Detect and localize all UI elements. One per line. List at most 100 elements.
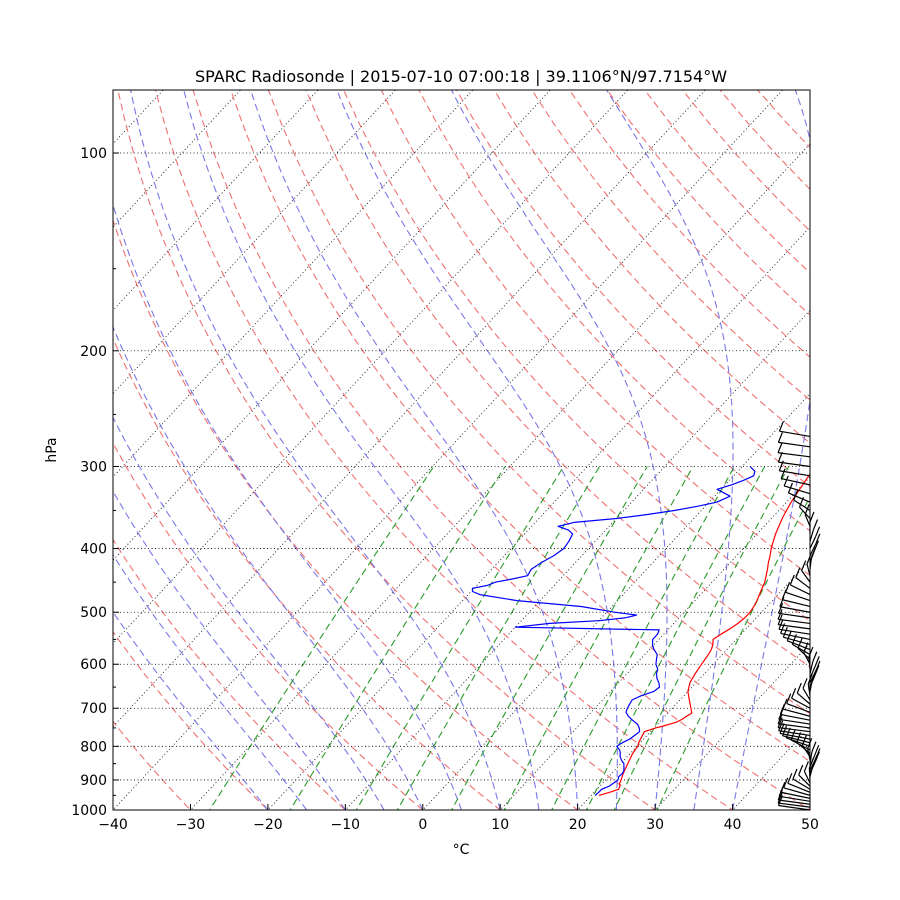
wind-barb-flag bbox=[777, 432, 783, 443]
dry-adiabat-line bbox=[113, 441, 424, 810]
dry-adiabat-line bbox=[113, 337, 502, 810]
wind-barb-staff bbox=[778, 461, 811, 468]
wind-barb-flag bbox=[798, 764, 804, 776]
wind-barb-staff bbox=[802, 688, 811, 701]
wind-barb-staff bbox=[778, 618, 811, 625]
y-tick-label: 900 bbox=[80, 773, 107, 789]
y-tick-label: 200 bbox=[80, 344, 107, 360]
moist-adiabat-line bbox=[113, 416, 385, 810]
x-tick-label: −30 bbox=[176, 817, 206, 833]
dry-adiabat-line bbox=[192, 90, 810, 810]
wind-barb-flag bbox=[801, 560, 807, 571]
x-tick-label: 50 bbox=[801, 817, 819, 833]
moist-adiabat-line bbox=[336, 90, 618, 810]
wind-barb-staff bbox=[801, 570, 811, 583]
moist-adiabat-line bbox=[605, 90, 734, 810]
wind-barb-staff bbox=[781, 599, 811, 608]
x-tick-label: −10 bbox=[331, 817, 361, 833]
moist-adiabat-line bbox=[113, 553, 308, 810]
moist-adiabat-line bbox=[113, 325, 424, 810]
mixing-ratio-line bbox=[551, 466, 735, 810]
dry-adiabat-line bbox=[418, 90, 810, 532]
wind-barb-flag bbox=[787, 773, 793, 784]
wind-barb-staff bbox=[781, 477, 811, 486]
wind-barb-flag bbox=[815, 660, 821, 672]
mixing-ratio-line bbox=[450, 466, 648, 810]
dewpoint-trace bbox=[471, 466, 756, 796]
wind-barb-flag bbox=[778, 420, 785, 432]
dry-adiabat-line bbox=[113, 538, 347, 810]
moist-adiabat-line bbox=[250, 90, 579, 810]
wind-barb-staff bbox=[780, 632, 811, 641]
x-tick-label: 10 bbox=[491, 817, 509, 833]
wind-barb-flag bbox=[802, 678, 808, 689]
mixing-ratio-line bbox=[656, 495, 810, 810]
wind-barb-staff bbox=[779, 430, 811, 437]
wind-barb-flag bbox=[778, 720, 784, 731]
wind-barb-flag bbox=[795, 567, 801, 578]
wind-barb-staff bbox=[791, 697, 811, 709]
wind-barb-staff bbox=[785, 591, 811, 602]
wind-barb-staff bbox=[778, 612, 811, 619]
wind-barb-flag bbox=[778, 603, 784, 614]
wind-barb-staff bbox=[779, 470, 811, 477]
y-tick-label: 1000 bbox=[71, 803, 107, 819]
plot-background bbox=[113, 90, 810, 810]
wind-barb-staff bbox=[804, 514, 811, 527]
wind-barb-staff bbox=[778, 726, 811, 733]
wind-barb-staff bbox=[797, 647, 811, 660]
wind-barb-staff bbox=[785, 737, 811, 747]
reference-lines bbox=[113, 89, 900, 824]
wind-barb-flag bbox=[796, 682, 802, 694]
x-tick-label: 40 bbox=[724, 817, 742, 833]
axis-ticks: −40 −30 −20 −10 0 10 20 30 40 50 100 200 300 400 500 60… bbox=[71, 146, 819, 833]
wind-barb-flag bbox=[812, 651, 818, 662]
wind-barb-flag bbox=[812, 519, 819, 530]
wind-barb-staff bbox=[779, 732, 811, 740]
wind-barb-staff bbox=[783, 787, 811, 796]
moist-adiabat-line bbox=[113, 490, 346, 810]
wind-barb-staff bbox=[798, 774, 811, 787]
wind-barb-staff bbox=[777, 452, 811, 458]
wind-barb-staff bbox=[782, 735, 811, 744]
wind-barb-flag bbox=[785, 582, 791, 593]
wind-barb-staff bbox=[788, 492, 811, 503]
wind-barb-staff bbox=[792, 643, 811, 656]
wind-barb-staff bbox=[778, 799, 811, 805]
wind-barb-staff bbox=[809, 761, 816, 774]
wind-barb-staff bbox=[786, 703, 811, 713]
wind-barb-staff bbox=[790, 584, 811, 596]
mixing-ratio-line bbox=[396, 466, 601, 810]
mixing-ratio-line bbox=[289, 466, 506, 810]
wind-barb-staff bbox=[809, 529, 815, 542]
wind-barb-staff bbox=[803, 771, 811, 784]
x-tick-label: −20 bbox=[253, 817, 283, 833]
moist-adiabat-line bbox=[183, 90, 540, 810]
wind-barb-flag bbox=[815, 748, 821, 759]
wind-barb-flag bbox=[777, 713, 783, 724]
moist-adiabat-line bbox=[113, 611, 269, 810]
wind-barb-staff bbox=[795, 577, 811, 589]
wind-barb-staff bbox=[778, 628, 811, 635]
wind-barb-flag bbox=[777, 451, 783, 463]
dry-adiabat-line bbox=[267, 90, 810, 715]
wind-barb-flag bbox=[793, 489, 799, 501]
wind-barb-staff bbox=[790, 739, 811, 751]
wind-barb-staff bbox=[809, 550, 815, 563]
wind-barb-staff bbox=[778, 624, 811, 630]
wind-barb-staff bbox=[793, 499, 811, 511]
isotherm-line bbox=[874, 89, 900, 824]
wind-barb-flag bbox=[791, 688, 797, 699]
y-tick-label: 300 bbox=[80, 459, 107, 475]
wind-barb-flag bbox=[777, 442, 783, 453]
wind-barb-staff bbox=[784, 485, 811, 495]
dry-adiabat-line bbox=[305, 90, 810, 668]
wind-barb-staff bbox=[780, 713, 811, 721]
mixing-ratio-line bbox=[585, 466, 766, 810]
y-tick-label: 700 bbox=[80, 701, 107, 717]
y-tick-label: 800 bbox=[80, 739, 107, 755]
temperature-trace bbox=[598, 473, 810, 796]
wind-barb-flag bbox=[803, 761, 809, 772]
dry-adiabat-line bbox=[230, 90, 810, 763]
